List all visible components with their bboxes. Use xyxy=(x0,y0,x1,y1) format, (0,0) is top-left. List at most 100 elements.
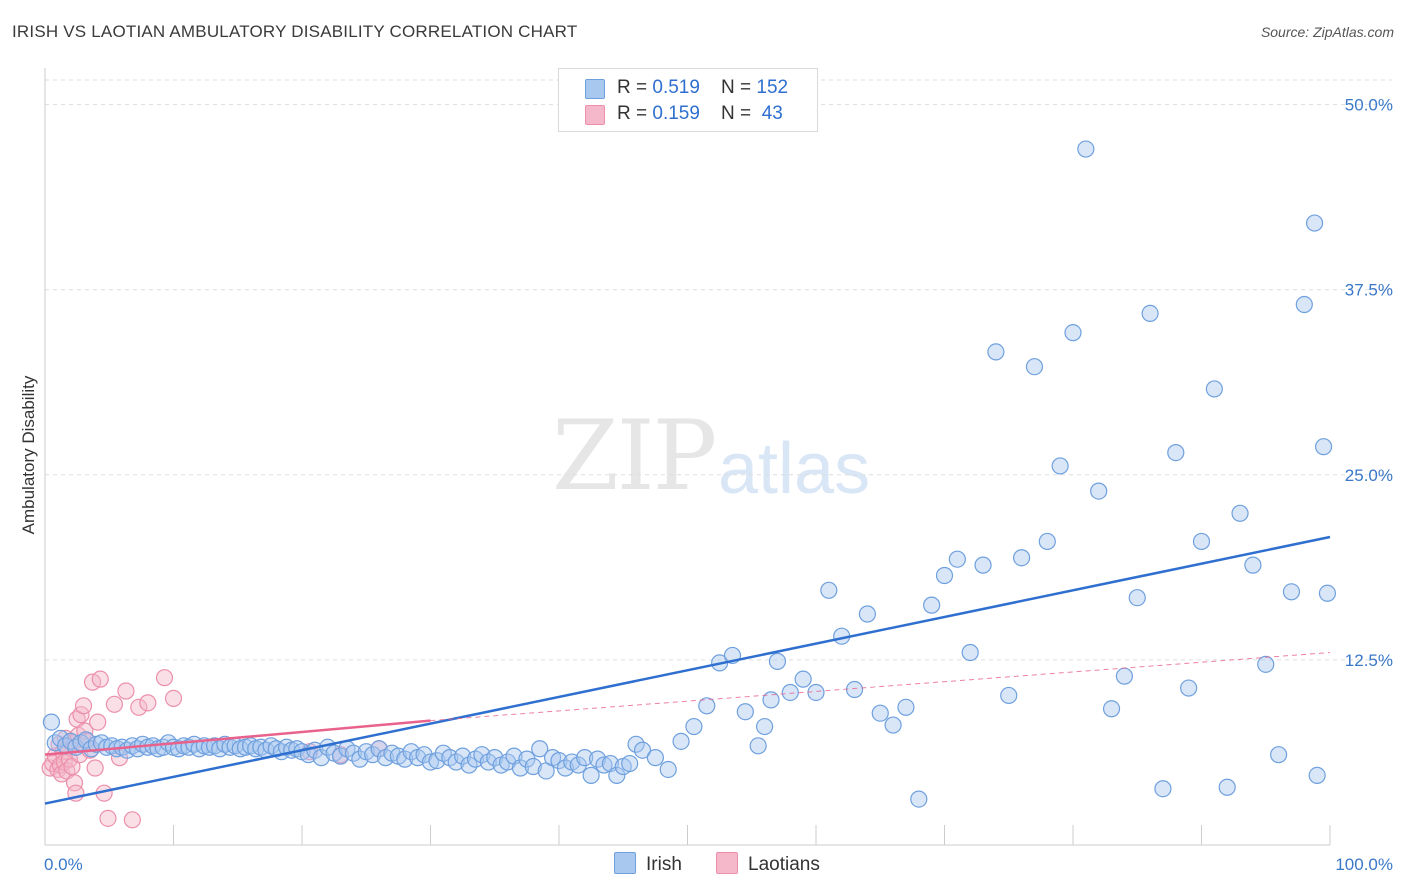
laotian-point xyxy=(63,757,81,776)
irish-point xyxy=(672,732,690,750)
irish-point xyxy=(910,790,928,808)
irish-point xyxy=(460,756,478,774)
irish-point xyxy=(1180,679,1198,697)
irish-point xyxy=(1090,482,1108,500)
laotian-point xyxy=(86,759,104,777)
irish-point xyxy=(576,749,594,767)
x-tick-label: 100.0% xyxy=(1335,855,1393,874)
laotians-trend-line xyxy=(44,719,431,756)
irish-point xyxy=(1282,583,1301,601)
watermark-atlas: atlas xyxy=(718,429,871,509)
bottom-legend-irish: Irish xyxy=(614,852,682,876)
irish-point xyxy=(845,680,864,699)
irish-point xyxy=(1102,700,1121,718)
irish-point xyxy=(364,746,382,764)
laotian-point xyxy=(164,689,183,708)
irish-point xyxy=(807,683,825,702)
irish-point xyxy=(454,747,472,765)
legend-text-laotians: R = 0.159 N = 43 xyxy=(617,103,783,125)
watermark-zip: ZIP xyxy=(552,400,717,512)
y-tick-label: 12.5% xyxy=(1345,651,1393,670)
irish-point xyxy=(1128,589,1146,607)
legend-swatch-laotians xyxy=(585,105,605,125)
irish-point xyxy=(42,713,61,731)
irish-point xyxy=(1051,457,1069,475)
irish-point xyxy=(659,760,677,779)
legend-n-label: N = xyxy=(721,77,757,98)
irish-point xyxy=(858,605,877,623)
irish-point xyxy=(531,740,549,758)
irish-point xyxy=(312,749,330,767)
irish-point xyxy=(1154,780,1172,798)
irish-point xyxy=(961,643,979,662)
irish-point xyxy=(556,759,575,777)
legend-n-value: 43 xyxy=(756,103,783,124)
legend-r-label: R = xyxy=(617,77,653,98)
irish-point xyxy=(595,756,613,774)
y-tick-label: 25.0% xyxy=(1345,466,1393,485)
irish-point xyxy=(871,704,889,722)
irish-point xyxy=(582,766,600,785)
irish-point xyxy=(923,596,941,614)
irish-point xyxy=(646,749,664,767)
grid-lines xyxy=(45,79,1392,661)
irish-point xyxy=(344,744,362,762)
irish-point xyxy=(1038,532,1056,551)
irish-point xyxy=(447,753,465,771)
y-tick-label: 50.0% xyxy=(1345,96,1393,115)
bottom-swatch-irish xyxy=(614,852,636,874)
irish-point xyxy=(755,717,774,736)
irish-point xyxy=(935,566,954,585)
irish-point xyxy=(820,581,838,599)
irish-point xyxy=(1025,358,1044,376)
laotian-point xyxy=(117,682,135,700)
irish-point xyxy=(897,698,915,716)
irish-point xyxy=(1167,443,1185,462)
irish-point xyxy=(1269,746,1288,764)
irish-point xyxy=(1218,778,1236,796)
irish-point xyxy=(698,697,716,715)
legend-n-label: N = xyxy=(721,103,757,124)
laotians-trend-extension xyxy=(430,652,1331,722)
irish-point xyxy=(1305,214,1324,232)
bottom-label-irish: Irish xyxy=(646,854,682,875)
irish-point xyxy=(1257,655,1275,673)
irish-point xyxy=(402,743,420,761)
tick-labels: 12.5% 25.0% 37.5% 50.0% 0.0% 100.0% Ambulatory… xyxy=(19,96,1393,874)
laotian-point xyxy=(123,811,141,829)
irish-point xyxy=(948,550,966,568)
irish-point xyxy=(1205,380,1223,398)
legend-text-irish: R = 0.519 N = 152 xyxy=(617,77,788,99)
laotian-point xyxy=(99,809,117,827)
irish-point xyxy=(1115,667,1134,685)
irish-point xyxy=(987,343,1005,361)
legend-swatch-irish xyxy=(585,79,605,99)
irish-point xyxy=(421,753,440,771)
irish-point xyxy=(736,703,754,721)
trend-lines xyxy=(44,535,1331,805)
bottom-legend-laotians: Laotians xyxy=(716,852,820,876)
laotian-point xyxy=(130,698,148,716)
irish-point xyxy=(1308,766,1326,785)
y-tick-label: 37.5% xyxy=(1345,281,1393,300)
irish-point xyxy=(1314,438,1333,456)
axes xyxy=(44,68,1331,846)
legend-r-value: 0.519 xyxy=(652,77,700,98)
laotian-point xyxy=(89,713,107,731)
irish-point xyxy=(524,757,542,776)
irish-point xyxy=(370,740,388,758)
irish-point xyxy=(685,717,703,736)
irish-point xyxy=(974,556,992,574)
irish-point xyxy=(1141,304,1159,323)
irish-point xyxy=(1295,295,1313,314)
laotian-point xyxy=(139,694,157,712)
irish-point xyxy=(884,716,902,734)
laotian-point xyxy=(91,670,109,688)
irish-trend-line xyxy=(44,535,1331,805)
irish-point xyxy=(608,766,626,785)
irish-point xyxy=(1192,532,1211,551)
irish-point xyxy=(588,750,607,768)
source-label: Source: ZipAtlas.com xyxy=(1260,24,1394,40)
chart-title: IRISH VS LAOTIAN AMBULATORY DISABILITY C… xyxy=(12,22,578,41)
irish-point xyxy=(1000,686,1018,705)
